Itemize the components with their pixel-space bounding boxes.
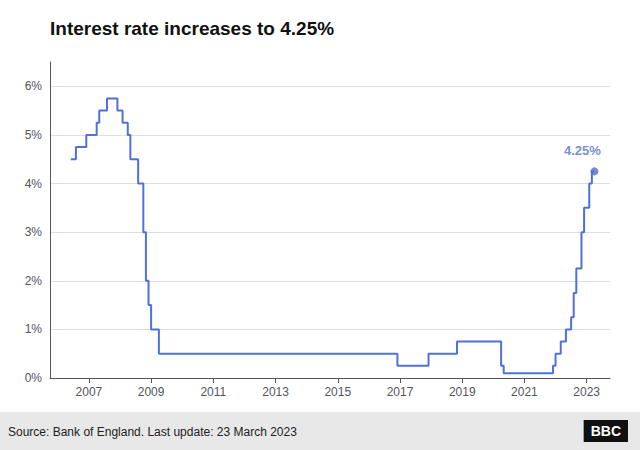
svg-text:2013: 2013 — [262, 385, 289, 399]
svg-text:3%: 3% — [25, 225, 43, 239]
svg-text:2023: 2023 — [573, 385, 600, 399]
svg-text:BBC: BBC — [591, 423, 621, 439]
svg-text:Interest rate increases to 4.2: Interest rate increases to 4.25% — [50, 18, 334, 39]
svg-text:2019: 2019 — [449, 385, 476, 399]
svg-text:Source: Bank of England. Last: Source: Bank of England. Last update: 23… — [8, 425, 297, 439]
svg-text:4.25%: 4.25% — [564, 143, 601, 158]
svg-text:2021: 2021 — [511, 385, 538, 399]
svg-text:2015: 2015 — [324, 385, 351, 399]
svg-text:2007: 2007 — [76, 385, 103, 399]
svg-text:2009: 2009 — [138, 385, 165, 399]
svg-text:6%: 6% — [25, 79, 43, 93]
svg-text:2%: 2% — [25, 274, 43, 288]
svg-text:5%: 5% — [25, 128, 43, 142]
svg-text:2011: 2011 — [200, 385, 226, 399]
svg-text:2017: 2017 — [387, 385, 414, 399]
svg-text:0%: 0% — [25, 371, 43, 385]
svg-text:4%: 4% — [25, 177, 43, 191]
svg-text:1%: 1% — [25, 322, 43, 336]
